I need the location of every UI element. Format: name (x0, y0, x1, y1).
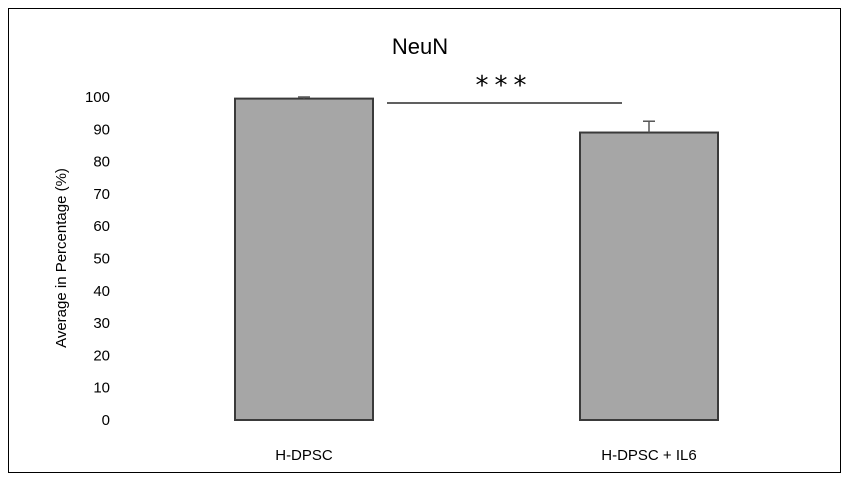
significance-label: *** (476, 71, 533, 101)
y-tick-label: 100 (85, 89, 110, 106)
y-axis-label: Average in Percentage (%) (53, 168, 70, 348)
category-label: H-DPSC (275, 447, 333, 464)
bars-group (234, 97, 719, 422)
category-labels: H-DPSC H-DPSC + IL6 (275, 447, 696, 464)
chart-title: NeuN (392, 34, 448, 59)
y-tick-label: 20 (93, 347, 110, 364)
error-bars-group (298, 96, 655, 133)
category-label: H-DPSC + IL6 (601, 447, 696, 464)
y-tick-label: 30 (93, 315, 110, 332)
y-tick-label: 10 (93, 380, 110, 397)
y-tick-label: 90 (93, 121, 110, 138)
y-tick-label: 50 (93, 251, 110, 268)
error-bar (298, 96, 310, 99)
y-tick-label: 70 (93, 186, 110, 203)
y-tick-label: 40 (93, 283, 110, 300)
y-tick-label: 80 (93, 154, 110, 171)
y-tick-labels: 0 10 20 30 40 50 60 70 80 90 100 (85, 89, 110, 429)
y-tick-label: 60 (93, 218, 110, 235)
bar (579, 131, 719, 421)
bar (234, 97, 374, 422)
y-tick-label: 0 (102, 412, 110, 429)
error-bar (643, 120, 655, 133)
